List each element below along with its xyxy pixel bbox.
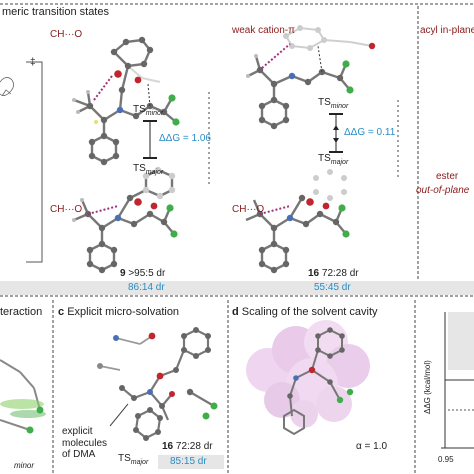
solvent-cavity	[246, 320, 370, 428]
dr-exp-band-2	[230, 281, 474, 295]
ester-label: ester	[436, 171, 459, 182]
dr-exp-band-1	[0, 281, 230, 295]
panel-c-dr-band	[158, 455, 224, 469]
panel-c-dr-exp: 85:15 dr	[170, 456, 207, 467]
top-header: meric transition states	[2, 6, 109, 18]
ch-o-label-bottom-2: CH···O	[232, 204, 265, 215]
ch-o-label-bottom-1: CH···O	[50, 204, 83, 215]
panel-c-ts-label: TSmajor	[118, 453, 149, 467]
panel-d-header: d Scaling of the solvent cavity	[232, 306, 378, 318]
ts-major-label-2: TSmajor	[318, 153, 349, 167]
weak-cation-pi-label: weak cation-π	[232, 25, 296, 36]
ts-minor-label-1: TSminor	[133, 104, 164, 118]
molecule-ts-major-1	[73, 168, 175, 272]
molecule-panel-c	[121, 328, 215, 440]
panel-b-header: teraction	[0, 306, 43, 318]
alpha-label: α = 1.0	[356, 441, 388, 452]
molecule-panel-b	[0, 359, 41, 431]
ch-o-label-top-1: CH···O	[50, 29, 83, 40]
dr-calc-1: 9 >95:5 dr	[120, 268, 166, 279]
acyl-in-plane-label: acyl in-plane	[420, 25, 474, 36]
ts-major-label-1: TSmajor	[133, 163, 164, 177]
out-of-plane-label: out-of-plane	[416, 185, 470, 196]
panel-e-ylabel: ΔΔG (kcal/mol)	[423, 360, 432, 414]
panel-e-xtick: 0.95	[438, 455, 454, 464]
dr-exp-2: 55:45 dr	[314, 282, 351, 293]
dr-exp-1: 86:14 dr	[128, 282, 165, 293]
explicit-dma-note: explicit molecules of DMA	[62, 426, 108, 460]
panel-b-ts-label: minor	[14, 461, 35, 470]
panel-e-chart	[441, 312, 474, 449]
panel-c-header: c Explicit micro-solvation	[58, 306, 180, 318]
dr-calc-2: 16 72:28 dr	[308, 268, 359, 279]
dagger-symbol: ‡	[30, 57, 36, 68]
atoms-ts-minor-1	[72, 36, 180, 166]
energy-bracket	[26, 61, 43, 263]
panel-c-dr-calc: 16 72:28 dr	[162, 441, 213, 452]
panel-e-bar	[448, 312, 474, 370]
delta-g-2: ΔΔG = 0.11	[344, 127, 396, 138]
delta-g-1: ΔΔG = 1.06	[159, 133, 211, 144]
ts-minor-label-2: TSminor	[318, 97, 349, 111]
